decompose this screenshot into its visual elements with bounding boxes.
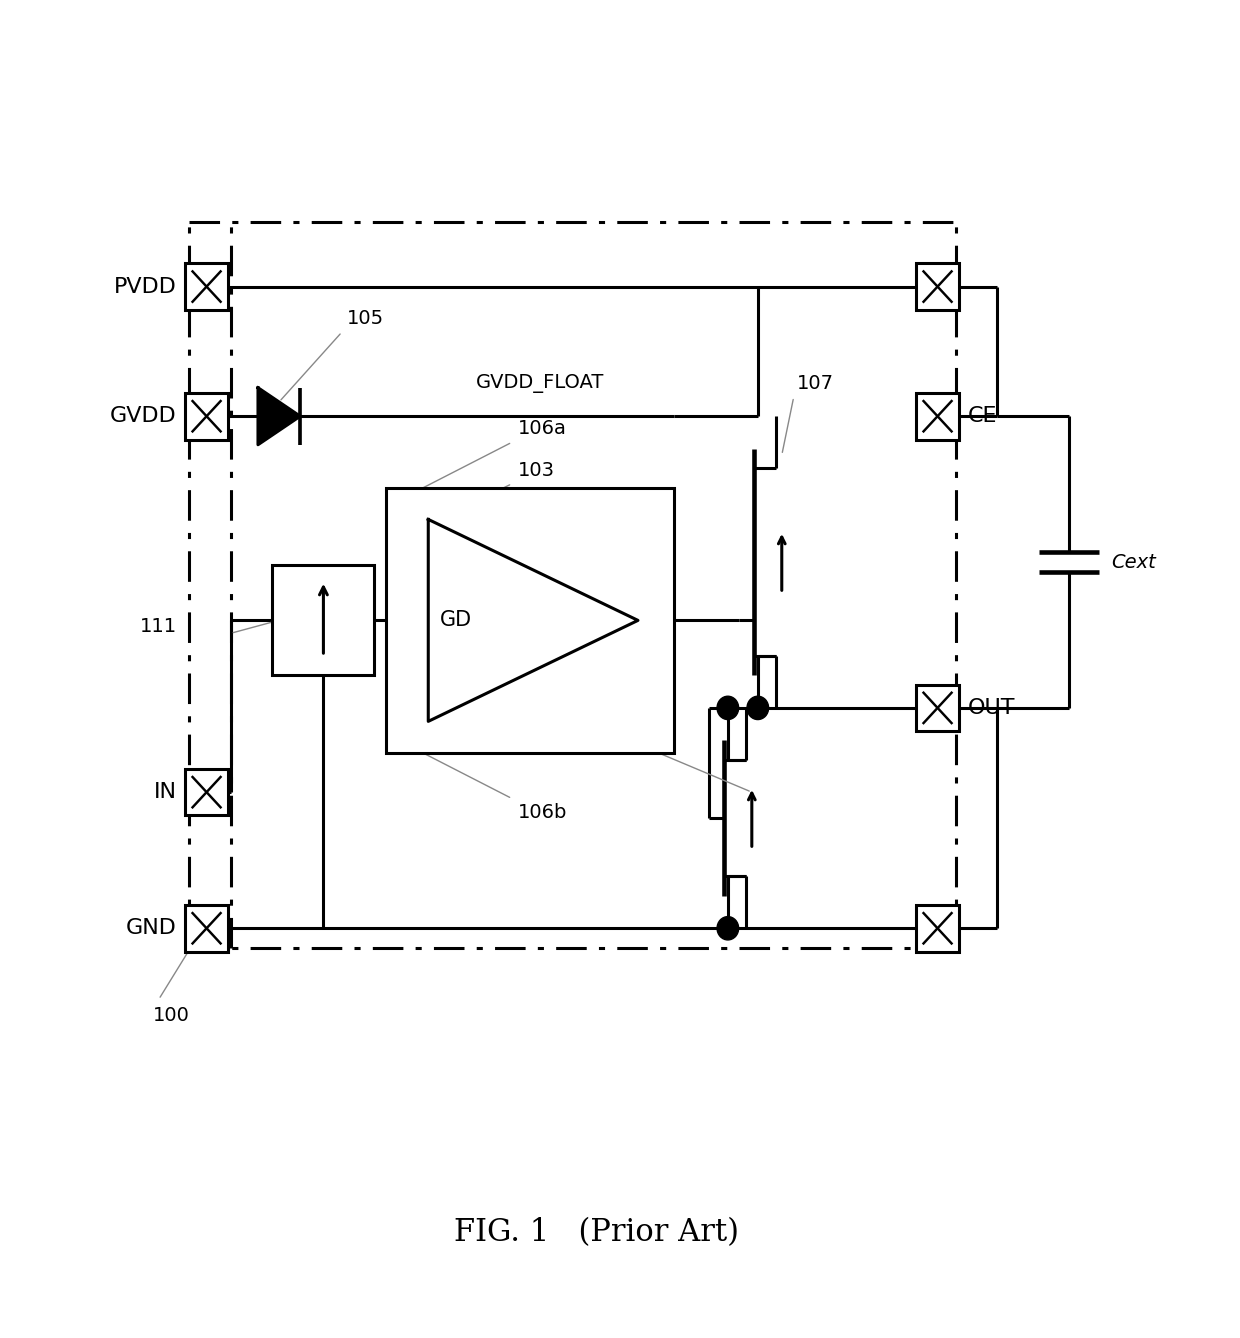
FancyBboxPatch shape	[916, 393, 959, 440]
Text: 106a: 106a	[518, 419, 567, 439]
FancyBboxPatch shape	[185, 264, 228, 310]
FancyBboxPatch shape	[185, 769, 228, 815]
Text: PVDD: PVDD	[114, 277, 176, 297]
Text: GVDD: GVDD	[110, 407, 176, 427]
Text: 104: 104	[626, 676, 663, 696]
Text: 103: 103	[518, 460, 556, 480]
Circle shape	[717, 696, 739, 720]
Text: 127: 127	[577, 724, 614, 743]
Text: GD: GD	[440, 610, 472, 630]
FancyBboxPatch shape	[916, 904, 959, 951]
Bar	[387, 487, 673, 753]
Text: Cext: Cext	[1111, 553, 1156, 571]
Polygon shape	[258, 388, 300, 444]
Circle shape	[746, 696, 769, 720]
FancyBboxPatch shape	[185, 393, 228, 440]
FancyBboxPatch shape	[916, 264, 959, 310]
Text: 107: 107	[797, 373, 835, 393]
Text: 100: 100	[153, 1006, 190, 1025]
Text: 106b: 106b	[518, 803, 568, 822]
Text: CE: CE	[967, 407, 997, 427]
Text: GVDD_FLOAT: GVDD_FLOAT	[476, 373, 605, 393]
FancyBboxPatch shape	[185, 904, 228, 951]
FancyBboxPatch shape	[916, 685, 959, 732]
Text: 105: 105	[347, 309, 384, 328]
Text: OUT: OUT	[967, 698, 1016, 719]
Bar	[273, 565, 374, 676]
Text: FIG. 1   (Prior Art): FIG. 1 (Prior Art)	[454, 1218, 739, 1248]
Text: GND: GND	[125, 918, 176, 938]
Text: IN: IN	[154, 783, 176, 803]
Circle shape	[717, 917, 739, 939]
Text: 111: 111	[139, 617, 176, 637]
